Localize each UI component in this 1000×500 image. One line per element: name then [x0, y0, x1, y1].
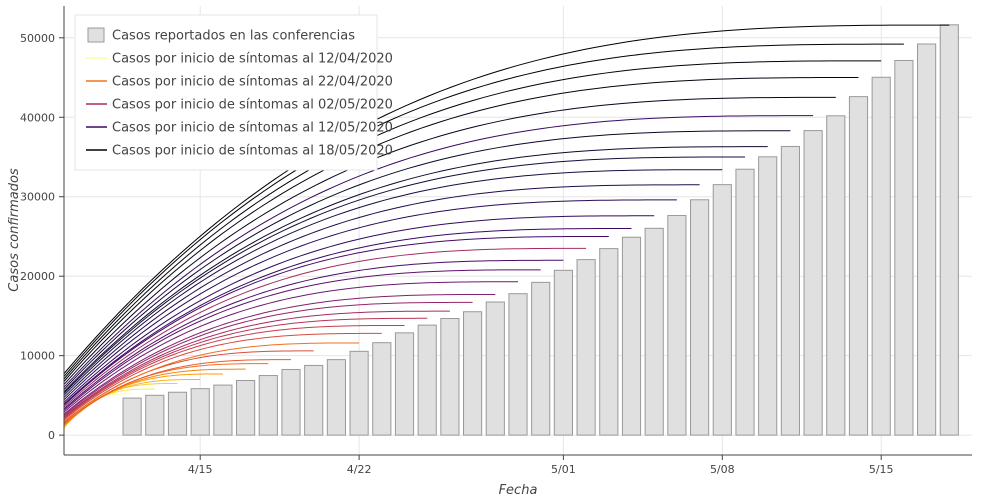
series-line — [63, 130, 791, 390]
y-tick-label: 30000 — [20, 191, 55, 204]
series-line — [63, 281, 518, 413]
bar — [644, 227, 664, 436]
series-line — [63, 269, 541, 411]
bar — [349, 350, 369, 436]
series-line — [63, 301, 473, 416]
x-tick-label: 5/15 — [869, 463, 894, 476]
bar — [826, 115, 846, 436]
legend-label: Casos por inicio de síntomas al 22/04/20… — [112, 75, 393, 90]
series-line — [63, 342, 360, 422]
y-tick-label: 0 — [48, 429, 55, 442]
y-axis-title: Casos confirmados — [7, 168, 22, 292]
series-line — [63, 247, 587, 408]
bar — [236, 380, 256, 436]
bar-series — [122, 24, 959, 436]
series-line — [63, 199, 677, 401]
legend-label: Casos por inicio de síntomas al 18/05/20… — [112, 144, 393, 159]
bar — [258, 375, 278, 436]
legend-label: Casos por inicio de síntomas al 12/04/20… — [112, 52, 393, 67]
bar — [917, 43, 937, 436]
bar — [599, 248, 619, 436]
legend-label: Casos reportados en las conferencias — [112, 29, 355, 44]
y-ticks: 0 10000 20000 30000 40000 50000 — [20, 32, 64, 442]
bar — [576, 259, 596, 436]
bar — [690, 199, 710, 436]
series-line — [63, 169, 723, 396]
legend-label: Casos por inicio de síntomas al 12/05/20… — [112, 121, 393, 136]
legend-label: Casos por inicio de síntomas al 02/05/20… — [112, 98, 393, 113]
series-line — [63, 60, 882, 380]
series-line — [63, 77, 859, 382]
series-line — [63, 24, 950, 374]
bar — [939, 24, 959, 436]
series-line — [63, 317, 428, 418]
bar — [553, 269, 573, 436]
series-line — [63, 43, 904, 377]
y-tick-label: 50000 — [20, 32, 55, 45]
bar — [417, 324, 437, 436]
bar — [848, 96, 869, 436]
bar — [485, 301, 505, 436]
series-line — [63, 146, 768, 393]
series-line — [63, 332, 382, 421]
bar — [667, 215, 687, 436]
legend-box — [74, 14, 378, 171]
series-line — [63, 324, 405, 420]
axes — [63, 6, 972, 456]
bar — [190, 388, 210, 436]
series-line — [63, 259, 564, 410]
x-axis-title: Fecha — [499, 483, 538, 498]
series-line — [63, 293, 496, 415]
bar — [281, 368, 301, 436]
series-line — [63, 215, 655, 403]
bar — [145, 394, 165, 436]
y-tick-label: 10000 — [20, 350, 55, 363]
series-line — [63, 359, 291, 425]
bar — [394, 332, 415, 436]
series-line — [63, 228, 632, 405]
bar — [463, 311, 483, 436]
series-line — [63, 184, 700, 398]
x-tick-label: 5/08 — [710, 463, 735, 476]
line-series — [63, 24, 950, 430]
bar — [894, 59, 914, 436]
x-ticks: 4/15 4/22 5/01 5/08 5/15 — [188, 455, 894, 476]
bar — [440, 318, 460, 436]
bar — [304, 364, 324, 436]
bar — [167, 391, 188, 436]
x-tick-label: 4/22 — [347, 463, 372, 476]
series-line — [63, 156, 745, 394]
bar — [372, 342, 392, 436]
legend: Casos reportados en las conferencias Caso… — [74, 14, 393, 171]
bar — [780, 145, 800, 436]
x-tick-label: 5/01 — [551, 463, 576, 476]
y-tick-label: 40000 — [20, 111, 55, 124]
bar — [326, 359, 346, 436]
bar — [213, 384, 233, 436]
bar — [871, 76, 891, 436]
series-line — [63, 310, 450, 417]
series-line — [63, 235, 609, 406]
x-tick-label: 4/15 — [188, 463, 213, 476]
legend-swatch-bar — [87, 27, 105, 43]
bar — [803, 130, 823, 436]
bar — [735, 168, 755, 436]
bar — [122, 397, 142, 436]
bar — [531, 281, 551, 436]
series-line — [63, 96, 836, 385]
bar — [712, 184, 732, 436]
bar — [758, 156, 778, 436]
bar — [621, 236, 642, 436]
y-tick-label: 20000 — [20, 270, 55, 283]
bar — [508, 293, 528, 436]
series-line — [63, 115, 814, 388]
